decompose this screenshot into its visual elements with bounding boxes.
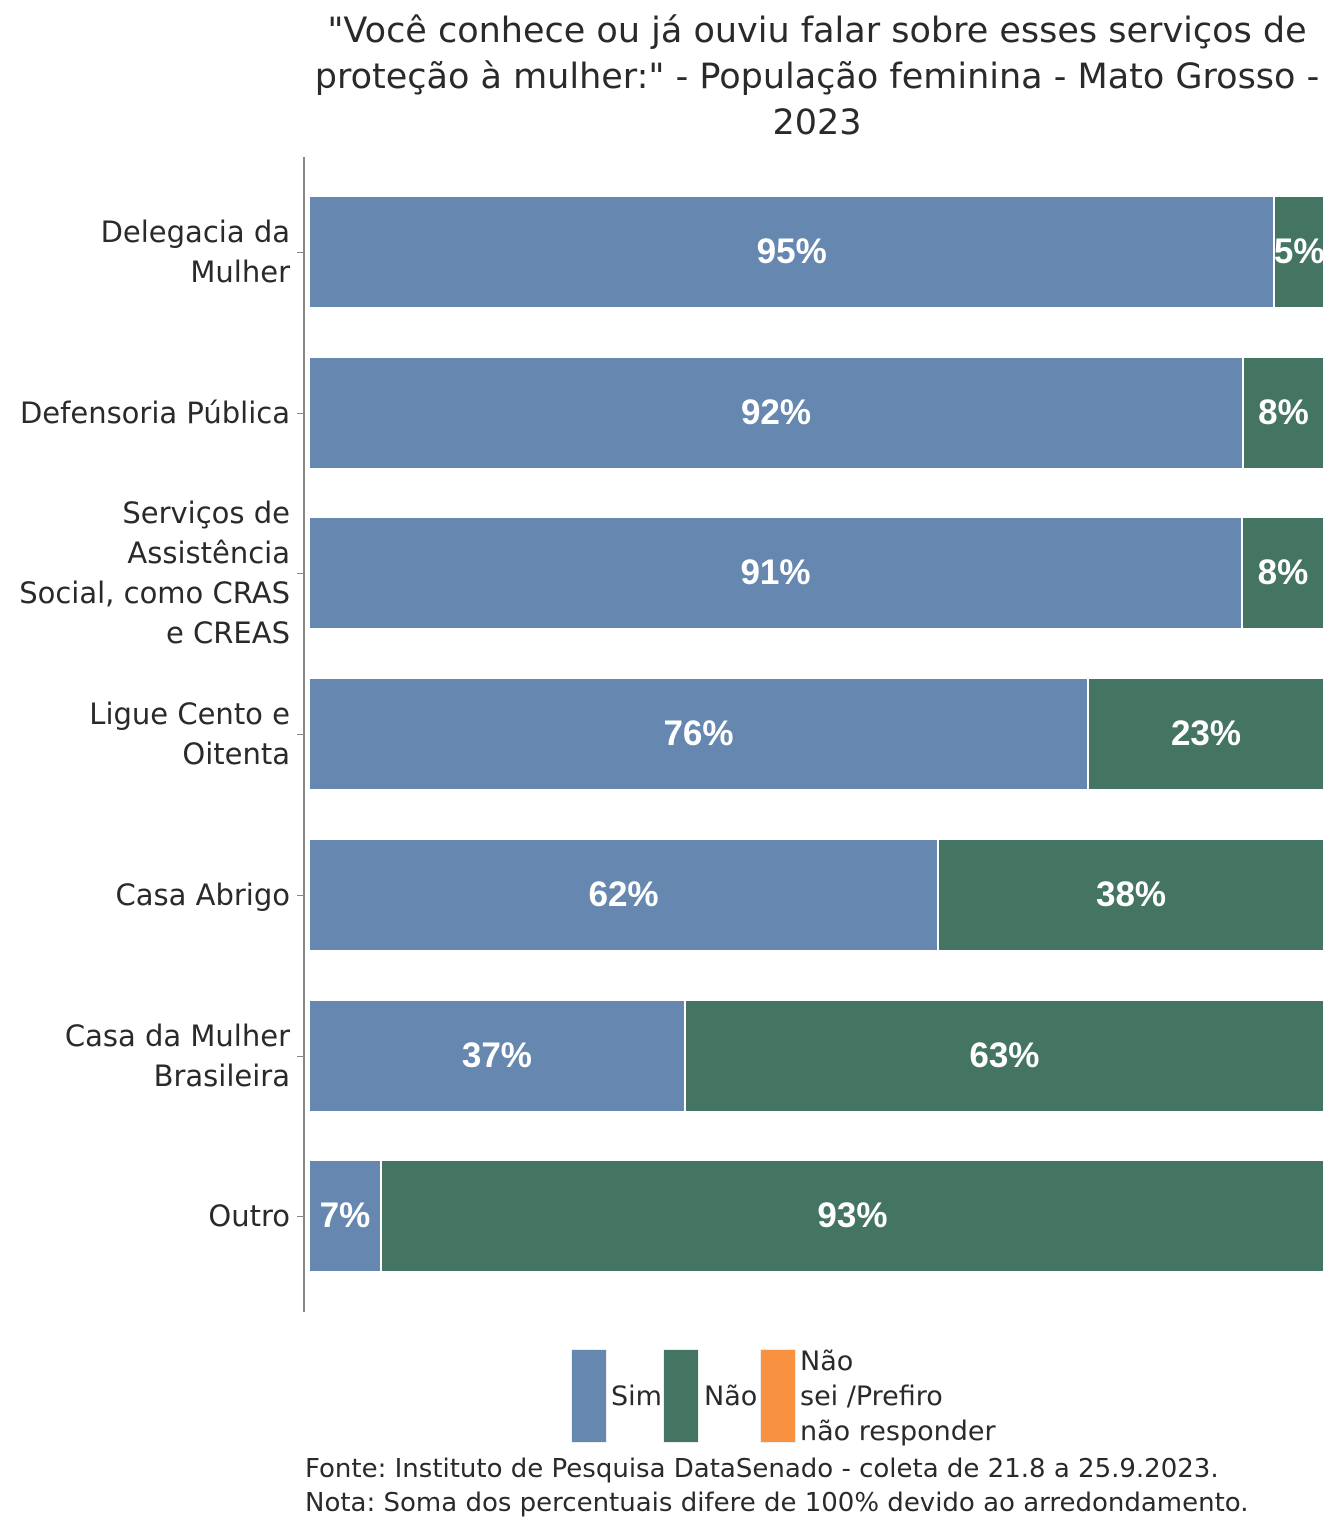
bar-segment-n-o: 8%: [1241, 357, 1323, 468]
bar-segment-n-o: 38%: [937, 839, 1323, 950]
data-label: 7%: [319, 1196, 371, 1236]
title-line: proteção à mulher:" - População feminina…: [314, 57, 1320, 97]
category-label: Casa da Mulher Brasileira: [0, 1016, 290, 1096]
data-label: 95%: [756, 232, 827, 271]
data-label: 37%: [461, 1035, 532, 1075]
y-tick: [297, 573, 303, 575]
category-label: Outro: [0, 1196, 290, 1236]
bar-segment-sim: 95%: [310, 197, 1274, 307]
category-label: Casa Abrigo: [0, 875, 291, 915]
category-label-line: Oitenta: [182, 737, 290, 772]
legend-label: Não: [704, 1379, 757, 1414]
bar-segment-n-o: 8%: [1240, 518, 1323, 629]
category-label: Delegacia da Mulher: [0, 212, 290, 292]
y-axis-line: [303, 157, 305, 1312]
legend-label-line: Não: [800, 1345, 854, 1377]
title-line: 2023: [772, 103, 862, 143]
data-label: 92%: [740, 392, 811, 432]
legend-label-line: não responder: [800, 1415, 996, 1447]
category-label-line: Casa Abrigo: [115, 877, 291, 912]
bar-segment-sim: 62%: [310, 839, 938, 950]
data-label: 91%: [740, 553, 811, 593]
y-tick: [297, 252, 303, 253]
y-tick: [297, 894, 303, 896]
bar-segment-sim: 76%: [310, 679, 1087, 790]
legend-key: [571, 1349, 607, 1443]
category-label-line: Serviços de: [122, 496, 290, 531]
bar-segment-n-o: 23%: [1086, 679, 1323, 790]
category-label: Serviços de Assistência Social, como CRAS e…: [0, 493, 290, 653]
bar-segment-sim: 37%: [310, 1000, 684, 1111]
bar-segment-n-o: 63%: [683, 1000, 1323, 1111]
category-label: Ligue Cento e Oitenta: [0, 694, 290, 774]
legend-label: Não sei /Prefiro não responder: [800, 1344, 996, 1449]
data-label: 76%: [663, 714, 734, 754]
bar-segment-sim: 91%: [310, 518, 1241, 629]
legend-label-line: sei /Prefiro: [800, 1380, 943, 1412]
data-label: 5%: [1273, 232, 1325, 271]
category-label: Defensoria Pública: [0, 393, 290, 433]
category-label-line: Casa da Mulher: [64, 1018, 290, 1053]
category-label-line: Outro: [208, 1199, 290, 1234]
data-label: 8%: [1258, 392, 1309, 432]
legend-key: [663, 1349, 699, 1443]
bar-segment-n-o: 5%: [1273, 197, 1325, 307]
category-label-line: Assistência: [127, 536, 290, 571]
y-tick: [297, 734, 303, 736]
bar-segment-sim: 92%: [310, 357, 1242, 468]
category-label-line: Defensoria Pública: [19, 395, 290, 430]
data-label: 38%: [1095, 874, 1167, 914]
chart-title: "Você conhece ou já ouviu falar sobre es…: [300, 8, 1334, 146]
title-line: "Você conhece ou já ouviu falar sobre es…: [327, 11, 1307, 51]
category-label-line: Ligue Cento e: [89, 697, 290, 732]
y-tick: [297, 412, 303, 414]
data-label: 62%: [588, 874, 659, 914]
legend-label-line: Não: [704, 1380, 758, 1412]
bar-segment-n-o: 93%: [379, 1161, 1323, 1272]
category-label-line: Delegacia da: [100, 215, 290, 249]
bar-segment-sim: 7%: [310, 1161, 380, 1272]
legend-key: [760, 1349, 796, 1443]
data-label: 93%: [817, 1196, 888, 1236]
y-tick: [297, 1216, 303, 1218]
category-label-line: Mulher: [190, 255, 290, 289]
category-label-line: Social, como CRAS: [19, 576, 290, 611]
data-label: 8%: [1257, 553, 1309, 593]
category-label-line: Brasileira: [153, 1058, 290, 1093]
data-label: 23%: [1170, 714, 1241, 754]
category-label-line: e CREAS: [165, 616, 290, 651]
legend-label-line: Sim: [611, 1380, 662, 1412]
source-note: Fonte: Instituto de Pesquisa DataSenado …: [305, 1454, 1219, 1484]
rounding-note: Nota: Soma dos percentuais difere de 100…: [305, 1488, 1249, 1518]
data-label: 63%: [969, 1035, 1040, 1075]
y-tick: [297, 1055, 303, 1057]
legend-label: Sim: [611, 1379, 662, 1414]
